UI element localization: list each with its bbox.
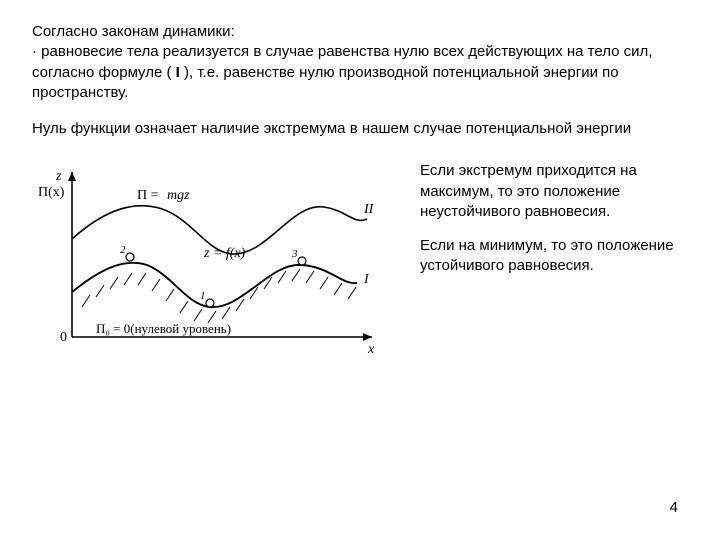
svg-text:x: x [367, 342, 375, 357]
side-p1: Если экстремум приходится на максимум, т… [420, 161, 688, 222]
svg-text:1: 1 [200, 290, 206, 302]
svg-text:0: 0 [60, 330, 67, 345]
paragraph-2: Нуль функции означает наличие экстремума… [32, 119, 688, 139]
svg-text:3: 3 [291, 248, 298, 260]
intro-paragraph: Согласно законам динамики: · равновесие … [32, 22, 688, 103]
svg-text:Π(x): Π(x) [38, 185, 65, 200]
side-text: Если экстремум приходится на максимум, т… [420, 157, 688, 290]
svg-text:mgz: mgz [167, 188, 190, 203]
page-number: 4 [670, 499, 678, 516]
side-p2: Если на минимум, то это положение устойч… [420, 236, 688, 277]
svg-text:z = f(x): z = f(x) [203, 246, 246, 261]
intro-line-1: Согласно законам динамики: [32, 22, 688, 42]
potential-energy-diagram: zΠ(x) x 0 II Π = mgz Iz = f(x) 1 2 3 Π₀ = 0(нулев… [32, 157, 392, 367]
svg-text:2: 2 [120, 244, 126, 256]
svg-text:I: I [363, 272, 370, 287]
svg-text:Π =: Π = [137, 188, 159, 203]
svg-text:Π₀ = 0(нулевой уровень): Π₀ = 0(нулевой уровень) [96, 321, 231, 336]
svg-text:z: z [55, 169, 62, 184]
content-row: zΠ(x) x 0 II Π = mgz Iz = f(x) 1 2 3 Π₀ = 0(нулев… [32, 157, 688, 367]
svg-text:II: II [363, 202, 375, 217]
